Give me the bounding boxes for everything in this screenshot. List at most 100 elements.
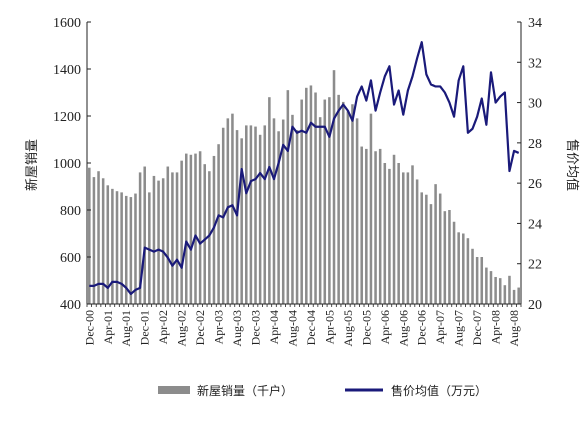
left-tick-label: 1000 [53, 157, 81, 172]
bars-layer [88, 70, 520, 305]
bar [402, 172, 405, 304]
bar [503, 285, 507, 304]
bar [277, 131, 280, 304]
bar [378, 148, 382, 304]
bar [254, 126, 257, 304]
bar [517, 287, 520, 304]
bar [360, 146, 363, 304]
x-tick-label: Apr-08 [489, 310, 503, 344]
bar [452, 221, 456, 304]
right-tick-label: 26 [528, 177, 542, 192]
bar [466, 238, 470, 304]
bar [120, 192, 123, 305]
line-layer [89, 41, 520, 296]
bar [351, 104, 354, 304]
x-axis-ticks: Dec-00 Apr-01 Aug-01 Dec-01 Apr-02 Aug-02 Dec-… [82, 304, 522, 347]
legend: 新屋销量（千户） 售价均值（万元） [158, 383, 487, 398]
left-tick-label: 400 [60, 298, 81, 313]
bar [337, 94, 340, 304]
bar [341, 101, 345, 305]
bar [97, 171, 100, 304]
bar [314, 92, 317, 304]
price-line [89, 41, 520, 296]
bar [185, 153, 188, 304]
bar [406, 172, 410, 304]
left-axis-label: 新屋销量 [24, 139, 40, 191]
bar [198, 151, 202, 304]
left-tick-label: 1400 [53, 63, 81, 78]
x-tick-label: Aug-04 [285, 310, 299, 347]
bar [411, 165, 414, 304]
bar [115, 191, 119, 304]
left-tick-label: 1200 [53, 110, 81, 125]
x-tick-label: Apr-06 [378, 310, 392, 344]
bar [295, 130, 299, 304]
right-axis-ticks: 20 22 24 26 28 30 32 34 [517, 16, 542, 313]
x-tick-label: Apr-07 [433, 310, 447, 344]
bar [457, 232, 460, 304]
right-tick-label: 28 [528, 137, 542, 152]
bar [485, 267, 488, 304]
bar [152, 175, 156, 304]
bar [489, 271, 493, 304]
x-tick-label: Dec-03 [249, 310, 263, 345]
bar [374, 151, 377, 304]
bar [180, 160, 183, 304]
bar [124, 195, 128, 304]
x-tick-label: Apr-01 [101, 310, 115, 344]
x-tick-label: Apr-05 [322, 310, 336, 344]
legend-line-label: 售价均值（万元） [391, 383, 487, 398]
bar [92, 177, 96, 304]
x-tick-label: Dec-02 [193, 310, 207, 345]
x-tick-label: Apr-02 [156, 310, 170, 344]
right-tick-label: 32 [528, 56, 542, 71]
bar [434, 184, 437, 304]
bar [148, 192, 151, 305]
bar [318, 117, 322, 305]
bar [355, 118, 359, 304]
x-tick-label: Dec-04 [304, 310, 318, 345]
bar [240, 138, 243, 304]
right-tick-label: 30 [528, 97, 542, 112]
bar [134, 193, 137, 304]
bar [171, 172, 174, 304]
bar [101, 178, 105, 304]
bar [494, 276, 497, 304]
right-tick-label: 22 [528, 258, 542, 273]
bar [438, 193, 442, 304]
bar [88, 167, 91, 304]
bar [462, 233, 465, 304]
bar [194, 153, 197, 304]
bar [420, 192, 423, 305]
bar [143, 166, 146, 304]
left-tick-label: 1600 [53, 16, 81, 31]
bar [111, 188, 114, 304]
bar [512, 289, 516, 304]
bar [231, 113, 234, 305]
bar [291, 114, 294, 304]
bar [392, 154, 396, 304]
bar [300, 99, 303, 304]
bar [429, 204, 433, 305]
right-tick-label: 34 [528, 16, 542, 31]
bar [383, 163, 387, 304]
bar [226, 118, 230, 304]
x-tick-label: Aug-01 [119, 310, 133, 347]
bar [475, 257, 479, 304]
bar [272, 118, 276, 304]
bar [203, 164, 206, 304]
bar [245, 125, 248, 305]
right-tick-label: 20 [528, 298, 542, 313]
x-tick-label: Apr-04 [267, 310, 281, 344]
bar [443, 211, 447, 304]
x-tick-label: Dec-01 [138, 310, 152, 345]
x-tick-label: Aug-06 [396, 310, 410, 347]
bar [235, 130, 239, 304]
left-tick-label: 600 [60, 251, 81, 266]
bar [415, 179, 419, 304]
x-tick-label: Dec-06 [415, 310, 429, 345]
left-tick-label: 800 [60, 204, 81, 219]
bar [498, 278, 502, 304]
bar [175, 172, 179, 304]
